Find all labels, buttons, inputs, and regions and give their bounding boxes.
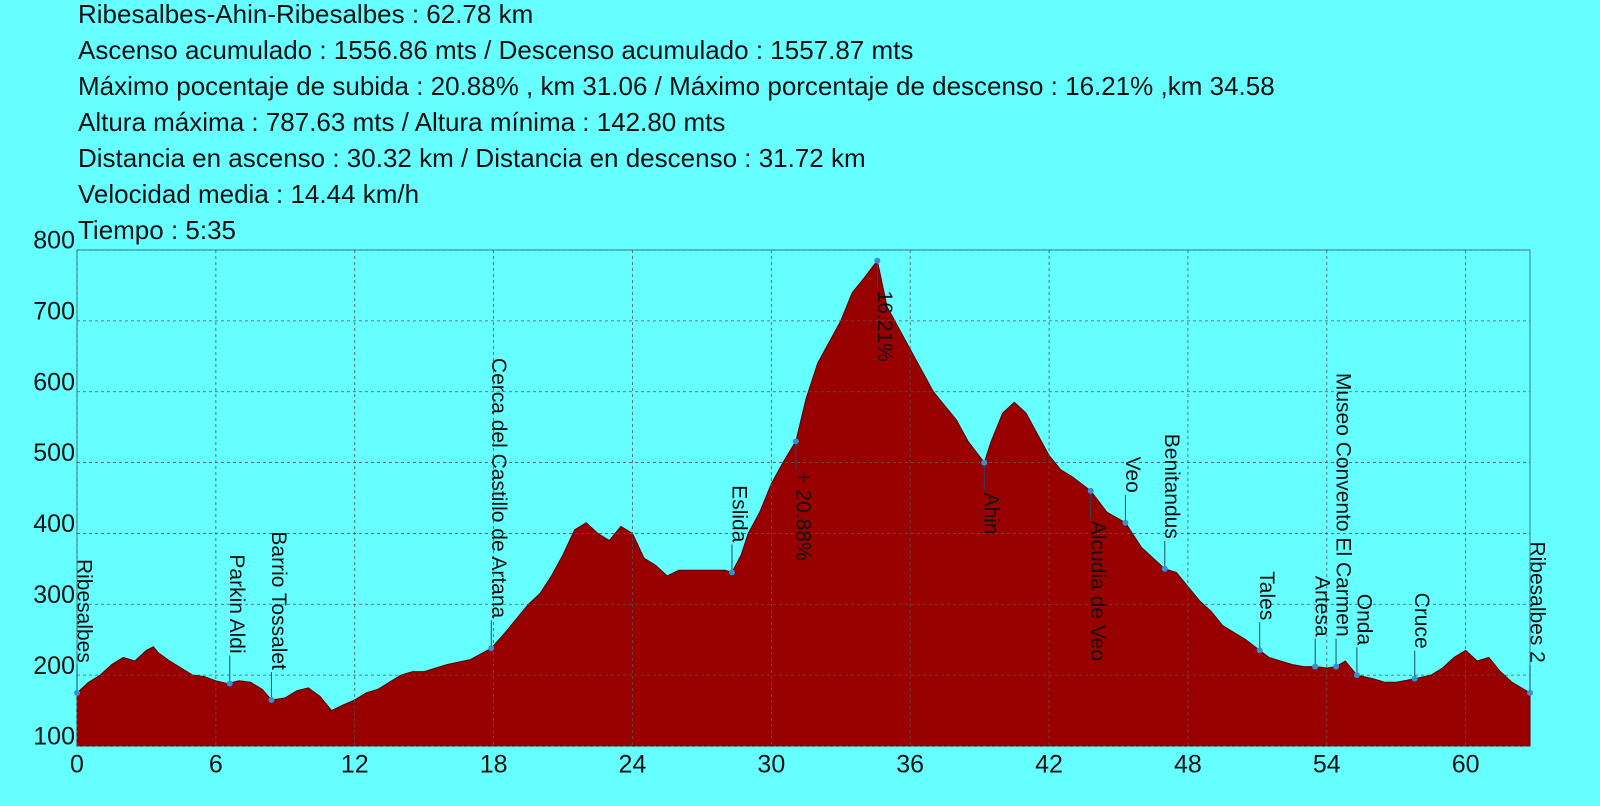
waypoint	[728, 569, 735, 576]
waypoint	[1527, 689, 1533, 696]
waypoint-label: Onda	[1352, 594, 1375, 646]
waypoint-label: Tales	[1255, 571, 1278, 620]
x-tick-label: 24	[619, 751, 647, 779]
x-tick-label: 6	[209, 751, 223, 779]
x-tick-label: 18	[480, 751, 508, 779]
waypoint-label: Barrio Tossalet	[267, 531, 290, 670]
info-line: Distancia en ascenso : 30.32 km / Distan…	[78, 143, 866, 173]
waypoint-label: Eslida	[727, 485, 750, 543]
waypoint-label: 16.21%	[873, 291, 896, 362]
y-tick-label: 500	[33, 439, 75, 467]
x-tick-label: 48	[1174, 751, 1202, 779]
waypoint	[792, 438, 799, 445]
info-line: Altura máxima : 787.63 mts / Altura míni…	[78, 107, 725, 137]
waypoint-label: Veo	[1121, 457, 1144, 493]
waypoint	[1122, 519, 1129, 526]
waypoint-label: Artesa	[1311, 576, 1334, 637]
waypoint-label: Ahin	[980, 493, 1003, 535]
waypoint	[488, 645, 495, 652]
info-line: Ribesalbes-Ahin-Ribesalbes : 62.78 km	[78, 0, 533, 29]
waypoint	[1087, 487, 1094, 494]
waypoint	[1333, 663, 1340, 670]
y-tick-label: 300	[33, 581, 75, 609]
waypoint	[1161, 565, 1168, 572]
waypoint-label: Cruce	[1410, 593, 1433, 649]
waypoint-label: Museo Convento El Carmen	[1332, 373, 1355, 637]
waypoint-label: Benitandus	[1160, 434, 1183, 539]
y-tick-label: 600	[33, 368, 75, 396]
x-tick-label: 60	[1452, 751, 1480, 779]
x-tick-label: 30	[757, 751, 785, 779]
waypoint	[268, 696, 275, 703]
y-tick-label: 800	[33, 227, 75, 255]
waypoint	[1411, 675, 1418, 682]
waypoint	[74, 689, 80, 696]
x-tick-label: 54	[1313, 751, 1341, 779]
x-tick-label: 12	[341, 751, 369, 779]
y-tick-label: 100	[33, 723, 75, 751]
waypoint	[981, 459, 988, 466]
waypoint-label: Ribesalbes	[72, 559, 95, 663]
waypoint	[1312, 663, 1319, 670]
waypoint	[1256, 647, 1263, 654]
info-line: Ascenso acumulado : 1556.86 mts / Descen…	[78, 35, 913, 65]
waypoint	[874, 257, 881, 264]
y-tick-label: 200	[33, 652, 75, 680]
waypoint-label: Cerca del Castillo de Artana	[487, 358, 510, 619]
info-line: Velocidad media : 14.44 km/h	[78, 179, 419, 209]
y-tick-label: 400	[33, 510, 75, 538]
waypoint	[1353, 672, 1360, 679]
info-line: Tiempo : 5:35	[78, 215, 236, 245]
y-tick-label: 700	[33, 297, 75, 325]
waypoint-label: Ribesalbes 2	[1525, 541, 1548, 662]
x-tick-label: 36	[896, 751, 924, 779]
waypoint-label: + 20.88%	[791, 471, 814, 560]
info-line: Máximo pocentaje de subida : 20.88% , km…	[78, 71, 1275, 101]
waypoint-label: Alcudia de Veo	[1086, 521, 1109, 661]
waypoint-label: Parkin Aldi	[225, 554, 248, 653]
waypoint	[226, 680, 233, 687]
x-tick-label: 0	[70, 751, 84, 779]
x-tick-label: 42	[1035, 751, 1063, 779]
